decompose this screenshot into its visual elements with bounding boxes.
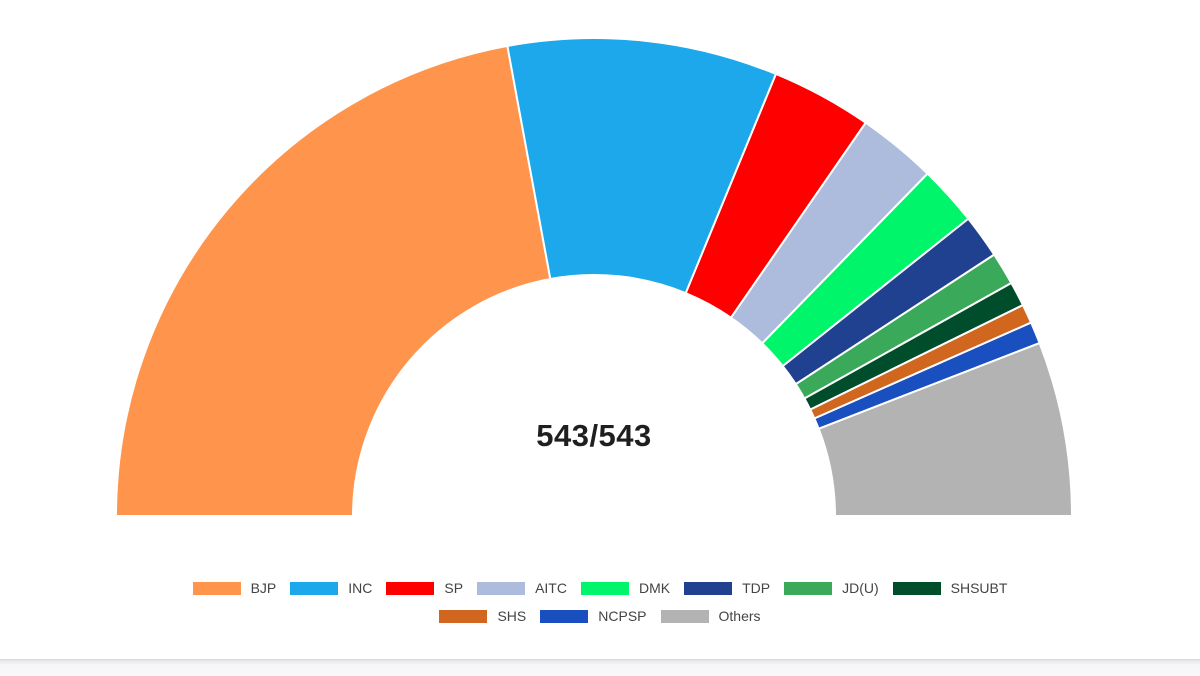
legend-row-2: SHS NCPSP Others (0, 608, 1200, 624)
legend-item-tdp[interactable]: TDP (684, 580, 770, 596)
legend-swatch (439, 609, 488, 623)
legend-swatch (290, 581, 339, 595)
legend-item-inc[interactable]: INC (290, 580, 372, 596)
legend-label: NCPSP (598, 608, 647, 624)
legend-swatch (892, 581, 941, 595)
legend-label: Others (718, 608, 761, 624)
legend-label: TDP (742, 580, 771, 596)
legend-row-1: BJP INC SP AITC DMK TDP JD(U) SHSUBT (0, 580, 1200, 596)
legend-item-dmk[interactable]: DMK (580, 580, 671, 596)
slice-bjp[interactable] (114, 44, 552, 517)
legend-swatch (540, 609, 589, 623)
legend-label: JD(U) (842, 580, 879, 596)
legend-swatch (386, 581, 435, 595)
legend-label: INC (348, 580, 373, 596)
seat-share-half-donut-chart (114, 37, 1074, 517)
legend-item-ncpsp[interactable]: NCPSP (540, 608, 647, 624)
legend-swatch (784, 581, 833, 595)
legend-label: SP (444, 580, 464, 596)
legend-item-others[interactable]: Others (660, 608, 761, 624)
legend-label: SHSUBT (950, 580, 1008, 596)
legend-item-shs[interactable]: SHS (439, 608, 526, 624)
legend-item-sp[interactable]: SP (386, 580, 463, 596)
legend-label: DMK (638, 580, 671, 596)
legend-label: BJP (250, 580, 277, 596)
legend-swatch (580, 581, 629, 595)
slice-inc[interactable] (506, 37, 778, 295)
legend-swatch (660, 609, 709, 623)
page-footer-bar (0, 659, 1200, 676)
legend-item-bjp[interactable]: BJP (192, 580, 277, 596)
legend-label: SHS (497, 608, 527, 624)
legend-swatch (477, 581, 526, 595)
legend-swatch (192, 581, 241, 595)
legend-item-jdu[interactable]: JD(U) (784, 580, 879, 596)
legend-label: AITC (535, 580, 567, 596)
seats-declared-label: 543/543 (536, 418, 652, 453)
legend-item-aitc[interactable]: AITC (477, 580, 567, 596)
legend-item-shsubt[interactable]: SHSUBT (892, 580, 1008, 596)
legend-swatch (684, 581, 733, 595)
slice-others[interactable] (817, 341, 1074, 517)
